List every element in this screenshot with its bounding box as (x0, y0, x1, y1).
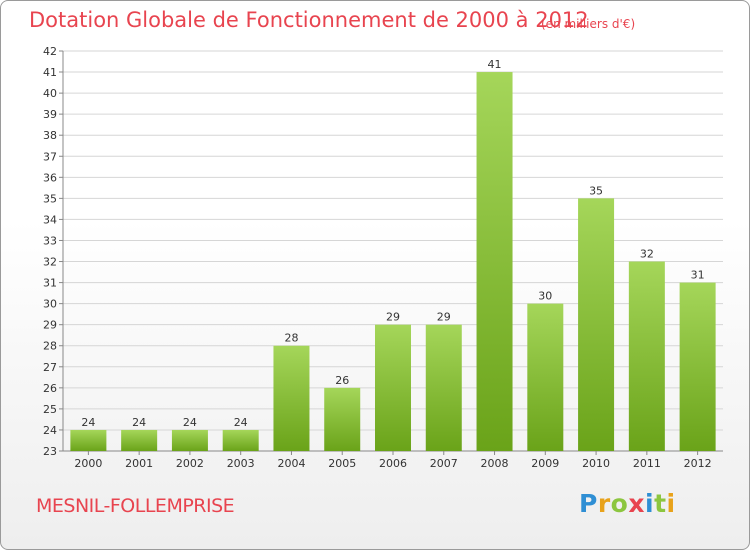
y-tick-label: 29 (43, 319, 57, 332)
commune-name: MESNIL-FOLLEMPRISE (36, 495, 235, 517)
x-tick-label-2008: 2008 (481, 457, 509, 470)
data-label-2000: 24 (81, 416, 95, 429)
bar-2011 (628, 261, 665, 451)
y-tick-label: 27 (43, 361, 57, 374)
data-label-2008: 41 (488, 58, 502, 71)
x-tick-label-2000: 2000 (74, 457, 102, 470)
y-tick-label: 32 (43, 256, 57, 269)
x-tick-label-2001: 2001 (125, 457, 153, 470)
data-label-2005: 26 (335, 374, 349, 387)
bar-2008 (476, 72, 513, 451)
x-tick-label-2003: 2003 (227, 457, 255, 470)
y-tick-label: 39 (43, 108, 57, 121)
y-tick-label: 28 (43, 340, 57, 353)
y-tick-label: 23 (43, 445, 57, 458)
data-label-2002: 24 (183, 416, 197, 429)
data-label-2011: 32 (640, 248, 654, 261)
x-tick-label-2004: 2004 (277, 457, 305, 470)
y-tick-label: 24 (43, 424, 57, 437)
logo-letter: o (610, 489, 629, 518)
x-tick-label-2007: 2007 (430, 457, 458, 470)
y-tick-label: 34 (43, 213, 57, 226)
data-label-2009: 30 (538, 290, 552, 303)
bar-2009 (527, 303, 564, 451)
data-label-2007: 29 (437, 311, 451, 324)
y-tick-label: 25 (43, 403, 57, 416)
labels: 23 24 25 26 27 28 29 30 31 32 33 34 35 36 37 38 39 40 41 42… (43, 45, 712, 470)
data-label-2006: 29 (386, 311, 400, 324)
y-tick-label: 31 (43, 277, 57, 290)
logo-letter: t (654, 489, 667, 518)
data-label-2004: 28 (284, 332, 298, 345)
x-tick-label-2005: 2005 (328, 457, 356, 470)
logo-letter: i (666, 489, 676, 518)
y-tick-label: 33 (43, 234, 57, 247)
y-tick-label: 35 (43, 192, 57, 205)
data-label-2001: 24 (132, 416, 146, 429)
bar-2005 (324, 387, 361, 451)
chart-unit-subtitle: (en milliers d'€) (541, 17, 636, 31)
data-label-2003: 24 (234, 416, 248, 429)
y-tick-label: 38 (43, 129, 57, 142)
bar-2001 (121, 429, 158, 451)
bars (70, 72, 716, 451)
x-tick-label-2012: 2012 (684, 457, 712, 470)
bar-2007 (425, 324, 462, 451)
logo-letter: P (579, 489, 598, 518)
bar-2012 (679, 282, 716, 451)
logo-letter: r (597, 489, 611, 518)
x-tick-label-2006: 2006 (379, 457, 407, 470)
bar-2003 (222, 429, 259, 451)
x-tick-label-2011: 2011 (633, 457, 661, 470)
y-tick-label: 40 (43, 87, 57, 100)
y-tick-label: 36 (43, 171, 57, 184)
bar-2000 (70, 429, 107, 451)
y-tick-label: 41 (43, 66, 57, 79)
x-tick-label-2002: 2002 (176, 457, 204, 470)
data-label-2010: 35 (589, 184, 603, 197)
x-tick-label-2010: 2010 (582, 457, 610, 470)
bar-2002 (171, 429, 208, 451)
data-label-2012: 31 (691, 269, 705, 282)
bar-2006 (375, 324, 411, 451)
y-tick-label: 26 (43, 382, 57, 395)
proxiti-logo: Proxiti (579, 489, 676, 518)
bar-2010 (578, 198, 615, 451)
y-tick-label: 30 (43, 298, 57, 311)
chart-title: Dotation Globale de Fonctionnement de 20… (29, 8, 589, 32)
bar-2004 (273, 345, 310, 451)
y-tick-label: 42 (43, 45, 57, 58)
logo-letter: x (628, 489, 645, 518)
x-tick-label-2009: 2009 (531, 457, 559, 470)
logo-letter: i (645, 489, 655, 518)
y-tick-label: 37 (43, 150, 57, 163)
